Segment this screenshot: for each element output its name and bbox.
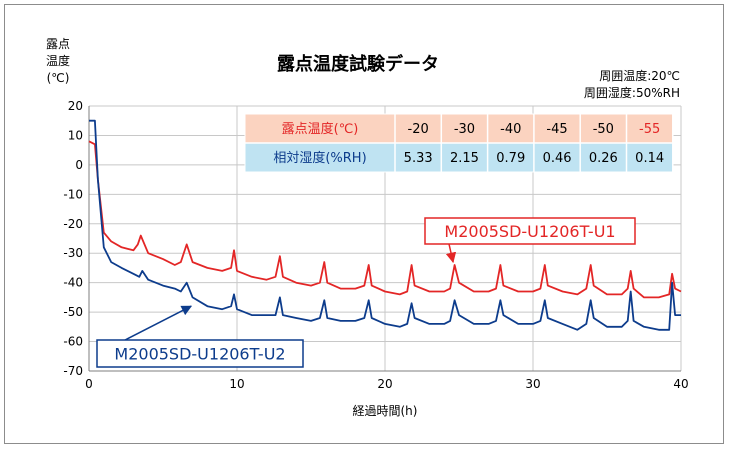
y-axis-label-2: 温度 bbox=[46, 53, 70, 68]
table-dewpoint-value: -40 bbox=[500, 122, 521, 137]
y-tick-label: -50 bbox=[63, 305, 83, 319]
table-dewpoint-value: -20 bbox=[408, 122, 429, 137]
table-dewpoint-value: -55 bbox=[639, 122, 660, 137]
condition-humidity: 周囲湿度:50%RH bbox=[584, 85, 680, 100]
table-dewpoint-value: -45 bbox=[546, 122, 567, 137]
chart-title: 露点温度試験データ bbox=[277, 53, 439, 75]
table-humidity-value: 0.79 bbox=[496, 151, 525, 166]
series-line-2 bbox=[89, 119, 681, 331]
callout-box-2 bbox=[96, 339, 304, 368]
condition-table: 露点温度(℃) 相対湿度(%RH) -20 5.33 -30 2.15 -40 0.79 -45… bbox=[244, 113, 674, 173]
callout-arrow-2 bbox=[124, 305, 193, 341]
x-axis-label: 経過時間(h) bbox=[353, 404, 418, 418]
y-tick-label: 10 bbox=[68, 128, 83, 142]
x-tick-label: 20 bbox=[377, 377, 392, 391]
y-tick-label: 20 bbox=[68, 99, 83, 113]
y-tick-label: -10 bbox=[63, 187, 83, 201]
table-row1-bg bbox=[245, 114, 673, 143]
table-humidity-value: 0.14 bbox=[635, 151, 664, 166]
callout-label-1: M2005SD-U1206T-U1 bbox=[444, 222, 615, 241]
table-humidity-label: 相対湿度(%RH) bbox=[273, 150, 366, 166]
series-callouts: M2005SD-U1206T-U1 M2005SD-U1206T-U2 bbox=[96, 217, 636, 368]
y-tick-label: -40 bbox=[63, 276, 83, 290]
series-line-1 bbox=[88, 140, 682, 299]
table-humidity-value: 0.26 bbox=[589, 151, 618, 166]
table-dewpoint-value: -50 bbox=[593, 122, 614, 137]
x-tick-label: 30 bbox=[525, 377, 540, 391]
y-axis-label-3: (℃) bbox=[47, 71, 70, 85]
y-tick-label: -30 bbox=[63, 246, 83, 260]
callout-box-1 bbox=[424, 217, 636, 245]
y-axis-label-1: 露点 bbox=[46, 37, 70, 51]
y-tick-label: -20 bbox=[63, 217, 83, 231]
y-tick-label: -70 bbox=[63, 364, 83, 378]
table-dewpoint-label: 露点温度(℃) bbox=[282, 121, 359, 137]
x-tick-label: 40 bbox=[673, 377, 688, 391]
condition-temperature: 周囲温度:20℃ bbox=[599, 68, 680, 83]
table-dewpoint-value: -30 bbox=[454, 122, 475, 137]
x-tick-label: 10 bbox=[229, 377, 244, 391]
table-humidity-value: 5.33 bbox=[404, 151, 433, 166]
series-lines bbox=[88, 119, 682, 331]
x-tick-label: 0 bbox=[85, 377, 93, 391]
table-row2-bg bbox=[245, 143, 673, 172]
y-tick-label: -60 bbox=[63, 335, 83, 349]
callout-arrow-1 bbox=[445, 243, 457, 264]
callout-label-2: M2005SD-U1206T-U2 bbox=[114, 345, 285, 364]
y-tick-label: 0 bbox=[75, 158, 83, 172]
table-humidity-value: 2.15 bbox=[450, 151, 479, 166]
table-humidity-value: 0.46 bbox=[543, 151, 572, 166]
